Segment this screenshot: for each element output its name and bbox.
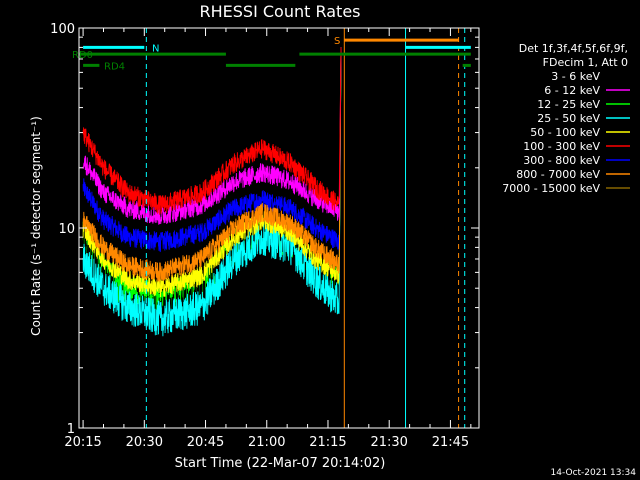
x-tick-label: 21:45 — [432, 435, 469, 450]
timestamp: 14-Oct-2021 13:34 — [551, 468, 637, 478]
legend-label: 6 - 12 keV — [544, 84, 600, 97]
legend-label: 7000 - 15000 keV — [502, 182, 600, 195]
y-tick-label: 10 — [58, 222, 75, 237]
y-tick-label: 1 — [67, 422, 75, 437]
legend-label: 300 - 800 keV — [523, 154, 600, 167]
flag-label: S — [334, 36, 340, 47]
chart-title: RHESSI Count Rates — [200, 2, 361, 21]
series-line — [82, 47, 342, 298]
legend-label: 12 - 25 keV — [537, 98, 600, 111]
legend-label: 3 - 6 keV — [551, 70, 600, 83]
x-tick-label: 20:30 — [126, 435, 163, 450]
legend-label: 25 - 50 keV — [537, 112, 600, 125]
x-axis-label: Start Time (22-Mar-07 20:14:02) — [175, 456, 386, 471]
series-line — [82, 47, 342, 225]
flag-label: RD4 — [104, 61, 125, 72]
legend-label: 100 - 300 keV — [523, 140, 600, 153]
x-tick-label: 21:15 — [309, 435, 346, 450]
x-tick-label: 20:15 — [64, 435, 101, 450]
y-tick-label: 100 — [50, 22, 75, 37]
series-line — [82, 47, 342, 337]
legend-header: FDecim 1, Att 0 — [543, 56, 628, 69]
x-tick-label: 21:00 — [248, 435, 285, 450]
series-line — [82, 47, 342, 215]
plot-area: RD0 RD4 N S — [72, 28, 471, 428]
flag-label: RD0 — [72, 50, 93, 61]
x-tick-label: 21:30 — [370, 435, 407, 450]
legend-label: 50 - 100 keV — [530, 126, 600, 139]
y-axis-label: Count Rate (s⁻¹ detector segment⁻¹) — [29, 116, 43, 336]
series-line — [82, 47, 342, 253]
legend: Det 1f,3f,4f,5f,6f,9f,FDecim 1, Att 03 -… — [502, 42, 630, 195]
series-line — [82, 47, 342, 283]
legend-header: Det 1f,3f,4f,5f,6f,9f, — [519, 42, 628, 55]
flag-label: N — [152, 43, 159, 54]
axes: 20:15 20:30 20:45 21:00 21:15 21:30 21:45 1 10 10… — [50, 22, 480, 450]
x-tick-label: 20:45 — [187, 435, 224, 450]
legend-label: 800 - 7000 keV — [516, 168, 600, 181]
